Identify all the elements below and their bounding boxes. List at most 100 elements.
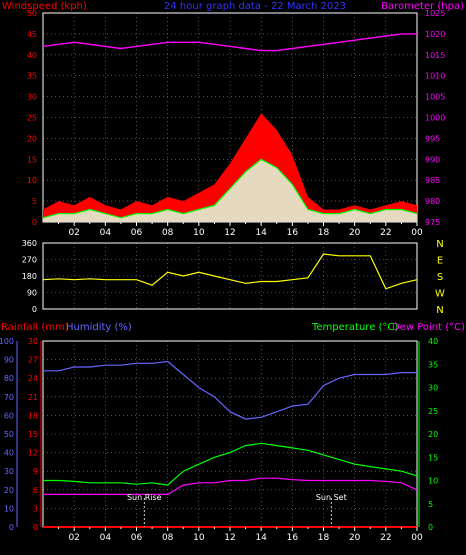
humidity-axis-label: 70: [4, 393, 14, 402]
humidity-axis-label: 100: [0, 337, 14, 346]
x-tick-label: 04: [100, 228, 112, 238]
temperature-axis-label: 10: [428, 477, 438, 486]
humidity-axis-label: 90: [4, 356, 14, 365]
temperature-axis-label: 35: [428, 360, 438, 369]
humidity-axis-label: 60: [4, 411, 14, 420]
x-tick-label: 14: [255, 533, 267, 543]
barometer-line: [42, 33, 417, 52]
x-tick-label: 22: [380, 228, 391, 238]
baro-axis-label: 1020: [425, 30, 445, 39]
graph-title: 24 hour graph data - 22 March 2023: [164, 1, 346, 12]
x-tick-label: 08: [162, 533, 174, 543]
windspeed-label: Windspeed (kph): [2, 1, 87, 12]
rainfall-axis-label: 18: [28, 411, 38, 420]
x-tick-label: 14: [255, 228, 267, 238]
temperature-axis-label: 5: [428, 500, 433, 509]
rainfall-axis-label: 12: [28, 449, 38, 458]
rainfall-axis-label: 3: [33, 504, 38, 513]
baro-axis-label: 980: [425, 197, 440, 206]
baro-axis-label: 1005: [425, 93, 445, 102]
x-tick-label: 02: [68, 533, 79, 543]
rainfall-axis-label: 15: [28, 430, 38, 439]
direction-axis-label: 90: [27, 289, 37, 298]
dew-point-line: [43, 477, 418, 495]
direction-panel-frame: [42, 242, 418, 310]
compass-label: N: [436, 305, 443, 316]
humidity-axis-label: 20: [4, 486, 14, 495]
x-tick-label: 08: [162, 228, 174, 238]
wind-axis-label: 20: [27, 134, 37, 143]
direction-axis-label: 270: [22, 256, 37, 265]
x-tick-label: 10: [193, 228, 205, 238]
humidity-axis-label: 80: [4, 374, 14, 383]
compass-label: W: [435, 289, 445, 300]
x-tick-label: 02: [68, 228, 79, 238]
wind-axis-label: 35: [27, 72, 37, 81]
x-tick-label: 06: [131, 228, 143, 238]
baro-axis-label: 1010: [425, 72, 445, 81]
x-tick-label: 20: [349, 533, 361, 543]
baro-axis-label: 1000: [425, 114, 445, 123]
wind-axis-label: 0: [32, 218, 37, 227]
temperature-axis-label: 0: [428, 523, 433, 532]
wind-axis-label: 5: [32, 197, 37, 206]
x-tick-label: 12: [224, 228, 235, 238]
baro-axis-label: 1015: [425, 51, 445, 60]
x-tick-label: 12: [224, 533, 235, 543]
rainfall-axis-label: 30: [28, 337, 38, 346]
rainfall-axis-label: 9: [33, 467, 38, 476]
rainfall-axis-label: 24: [28, 374, 38, 383]
x-tick-label: 04: [100, 533, 112, 543]
humidity-axis-label: 50: [4, 430, 14, 439]
x-tick-label: 22: [380, 533, 391, 543]
temperature-axis-label: 40: [428, 337, 438, 346]
wind-axis-label: 25: [27, 114, 37, 123]
wind-axis-label: 45: [27, 30, 37, 39]
rainfall-axis-label: 27: [28, 356, 38, 365]
direction-axis-label: 180: [22, 272, 37, 281]
x-tick-label: 18: [318, 533, 330, 543]
humidity-line: [43, 360, 417, 420]
wind-axis-label: 40: [27, 51, 37, 60]
direction-axis-label: 360: [22, 239, 37, 248]
humidity-label: Humidity (%): [66, 322, 132, 333]
wind-axis-label: 30: [27, 93, 37, 102]
humidity-axis-label: 0: [9, 523, 14, 532]
sun-rise-label: Sun Rise: [127, 493, 162, 502]
rainfall-axis-label: 6: [33, 486, 38, 495]
compass-label: S: [437, 272, 443, 283]
baro-axis-label: 995: [425, 134, 440, 143]
dew-point-label: Dew Point (°C): [392, 322, 465, 333]
x-tick-label: 06: [131, 533, 143, 543]
temperature-axis-label: 20: [428, 430, 438, 439]
x-tick-label: 16: [287, 228, 299, 238]
wind-axis-label: 15: [27, 155, 37, 164]
baro-axis-label: 975: [425, 218, 440, 227]
x-tick-label: 00: [411, 533, 423, 543]
wind-axis-label: 10: [27, 176, 37, 185]
baro-axis-label: 985: [425, 176, 440, 185]
temperature-line: [43, 442, 418, 486]
rainfall-axis-label: 21: [28, 393, 38, 402]
baro-axis-label: 990: [425, 155, 440, 164]
barometer-label: Barometer (hpa): [381, 1, 464, 12]
humidity-axis-label: 40: [4, 449, 14, 458]
x-tick-label: 20: [349, 228, 361, 238]
windspeed-area: [43, 113, 417, 222]
temperature-axis-label: 30: [428, 384, 438, 393]
humidity-axis-label: 10: [4, 504, 14, 513]
baro-axis-label: 1025: [425, 9, 445, 18]
x-tick-label: 00: [411, 228, 423, 238]
temperature-axis-label: 25: [428, 407, 438, 416]
wind-average-line: [42, 158, 418, 219]
wind-axis-label: 50: [27, 9, 37, 18]
rainfall-label: Rainfall (mm): [1, 322, 69, 333]
humidity-axis-label: 30: [4, 467, 14, 476]
direction-axis-label: 0: [32, 305, 37, 314]
wind-direction-line: [42, 253, 418, 290]
wind-average-area: [43, 159, 417, 222]
x-tick-label: 18: [318, 228, 330, 238]
temperature-label: Temperature (°C): [311, 322, 398, 333]
